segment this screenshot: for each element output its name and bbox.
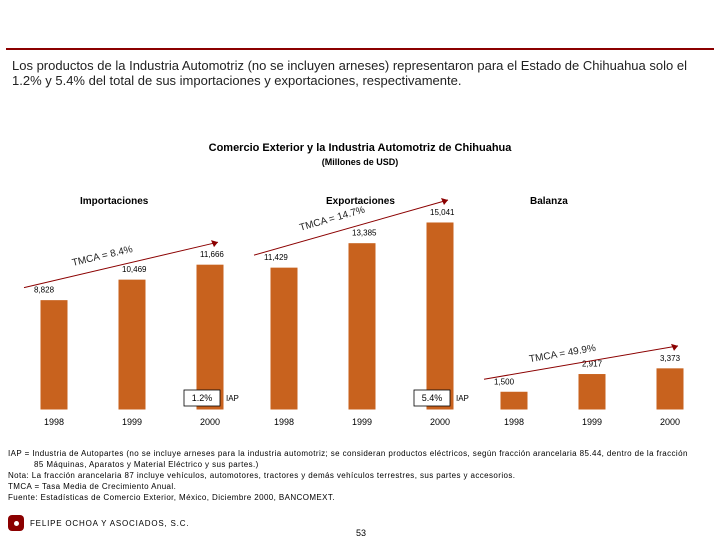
balance-bar-2000 xyxy=(655,367,685,411)
balance-category-2000: 2000 xyxy=(660,417,680,427)
chart-title: Comercio Exterior y la Industria Automot… xyxy=(208,142,512,154)
balance-value-label-1998: 1,500 xyxy=(494,377,515,386)
exports-share-value: 5.4% xyxy=(422,393,443,403)
top-divider xyxy=(6,48,714,50)
chart-subtitle: (Millones de USD) xyxy=(321,157,399,167)
balance-bar-1999 xyxy=(577,373,607,411)
balance-category-1998: 1998 xyxy=(504,417,524,427)
imports-panel-title: Importaciones xyxy=(80,196,149,207)
exports-category-1999: 1999 xyxy=(352,417,372,427)
exports-value-label-1999: 13,385 xyxy=(352,229,377,238)
exports-share-label: IAP xyxy=(456,394,469,403)
imports-bar-1999 xyxy=(117,278,147,411)
imports-share-box xyxy=(183,389,221,407)
exports-category-1998: 1998 xyxy=(274,417,294,427)
balance-value-label-2000: 3,373 xyxy=(660,354,681,363)
imports-bar-2000 xyxy=(195,263,225,411)
exports-category-2000: 2000 xyxy=(430,417,450,427)
exports-trend-arrowhead xyxy=(441,197,448,205)
balance-bar-1998 xyxy=(499,390,529,411)
exports-value-label-1998: 11,429 xyxy=(264,253,288,262)
imports-trend-line xyxy=(23,241,219,289)
imports-category-1998: 1998 xyxy=(44,417,64,427)
footnote-iap: IAP = Industria de Autopartes (no se inc… xyxy=(8,449,688,458)
balance-value-label-1999: 2,917 xyxy=(582,360,603,369)
footnote-iap-cont: 85 Máquinas, Aparatos y Material Eléctri… xyxy=(34,460,259,469)
imports-category-1999: 1999 xyxy=(122,417,142,427)
imports-category-2000: 2000 xyxy=(200,417,220,427)
page-number: 53 xyxy=(356,528,367,538)
balance-panel-title: Balanza xyxy=(530,196,568,207)
exports-share-box xyxy=(413,389,451,407)
company-logo-icon xyxy=(8,515,24,531)
exports-bar-1998 xyxy=(269,266,299,411)
exports-trend-line xyxy=(253,199,449,256)
company-brand: FELIPE OCHOA Y ASOCIADOS, S.C. xyxy=(8,515,189,531)
balance-trend-line xyxy=(483,345,679,380)
exports-value-label-2000: 15,041 xyxy=(430,208,455,217)
intro-paragraph: Los productos de la Industria Automotriz… xyxy=(12,58,687,88)
imports-share-label: IAP xyxy=(226,394,239,403)
imports-bar-1998 xyxy=(39,299,69,411)
exports-bar-1999 xyxy=(347,242,377,411)
company-name: FELIPE OCHOA Y ASOCIADOS, S.C. xyxy=(30,518,190,528)
footnote-tmca: TMCA = Tasa Media de Crecimiento Anual. xyxy=(8,482,177,491)
footnote-nota: Nota: La fracción arancelaria 87 incluye… xyxy=(8,471,516,480)
imports-value-label-2000: 11,666 xyxy=(200,250,224,259)
balance-category-1999: 1999 xyxy=(582,417,602,427)
imports-share-value: 1.2% xyxy=(192,393,213,403)
balance-trend-arrowhead xyxy=(671,343,678,351)
imports-value-label-1998: 8,828 xyxy=(34,286,55,295)
imports-value-label-1999: 10,469 xyxy=(122,265,147,274)
footnotes: IAP = Industria de Autopartes (no se inc… xyxy=(8,448,714,503)
imports-trend-arrowhead xyxy=(211,240,218,248)
exports-panel-title: Exportaciones xyxy=(326,196,395,207)
exports-bar-2000 xyxy=(425,221,455,411)
footnote-fuente: Fuente: Estadísticas de Comercio Exterio… xyxy=(8,493,335,502)
